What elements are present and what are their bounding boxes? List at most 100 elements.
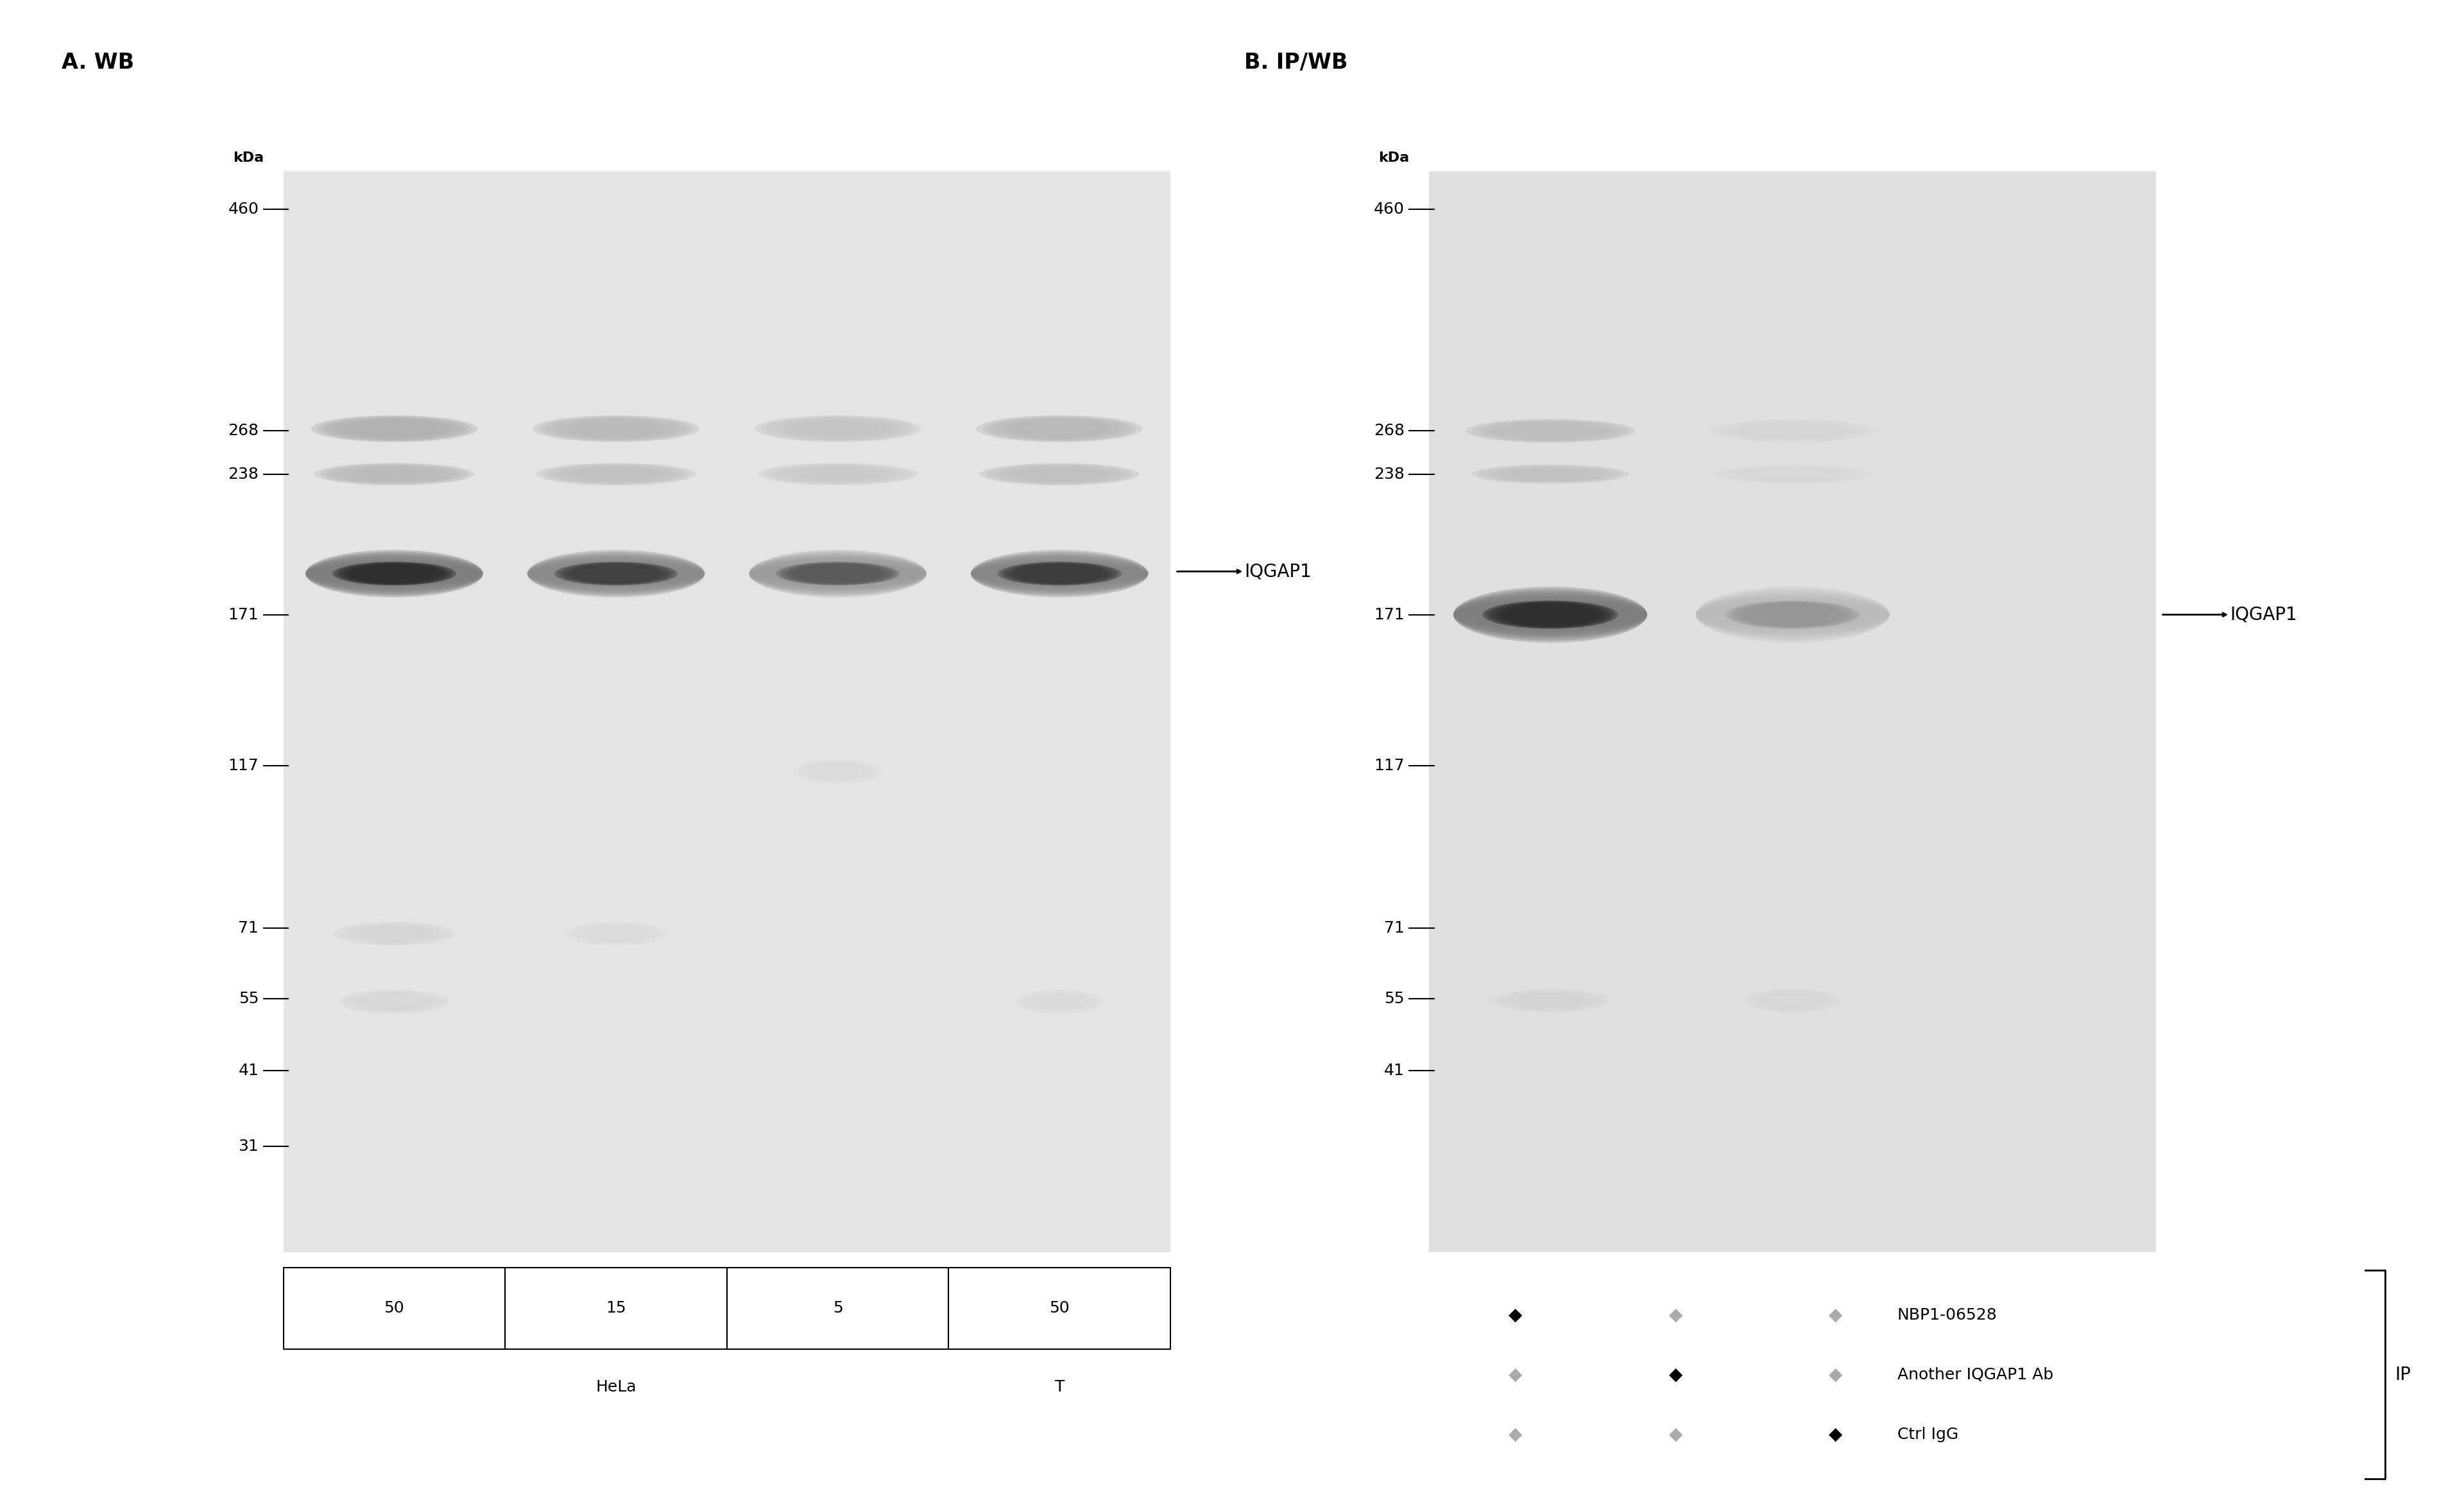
Ellipse shape bbox=[1454, 589, 1646, 641]
Ellipse shape bbox=[983, 416, 1136, 441]
Text: 41: 41 bbox=[239, 1063, 259, 1078]
Ellipse shape bbox=[333, 562, 456, 586]
Ellipse shape bbox=[1483, 601, 1619, 629]
Text: 460: 460 bbox=[229, 201, 259, 218]
Ellipse shape bbox=[345, 564, 444, 584]
Ellipse shape bbox=[971, 553, 1148, 593]
Ellipse shape bbox=[562, 562, 670, 584]
Ellipse shape bbox=[986, 464, 1133, 485]
Bar bbox=[283, 171, 1170, 1252]
Ellipse shape bbox=[1488, 601, 1611, 628]
Ellipse shape bbox=[749, 550, 926, 598]
Ellipse shape bbox=[1454, 586, 1646, 643]
Ellipse shape bbox=[749, 552, 926, 595]
Text: T: T bbox=[1055, 1379, 1064, 1394]
Ellipse shape bbox=[976, 416, 1143, 443]
Text: 268: 268 bbox=[229, 423, 259, 438]
Ellipse shape bbox=[537, 462, 695, 485]
Text: ◆: ◆ bbox=[1828, 1425, 1843, 1443]
Text: A. WB: A. WB bbox=[62, 52, 133, 73]
Text: Another IQGAP1 Ab: Another IQGAP1 Ab bbox=[1897, 1367, 2053, 1382]
Ellipse shape bbox=[754, 416, 922, 443]
Ellipse shape bbox=[1454, 593, 1646, 637]
Text: 71: 71 bbox=[1385, 920, 1404, 936]
Text: 5: 5 bbox=[833, 1300, 843, 1317]
Text: 50: 50 bbox=[1050, 1300, 1069, 1317]
Ellipse shape bbox=[320, 464, 468, 485]
Ellipse shape bbox=[306, 550, 483, 598]
Ellipse shape bbox=[1493, 602, 1607, 628]
Ellipse shape bbox=[781, 562, 894, 584]
Ellipse shape bbox=[971, 555, 1148, 592]
Ellipse shape bbox=[559, 562, 673, 584]
Ellipse shape bbox=[338, 562, 451, 584]
Bar bbox=[1429, 171, 2156, 1252]
Text: ◆: ◆ bbox=[1508, 1425, 1523, 1443]
Ellipse shape bbox=[1486, 601, 1616, 628]
Text: ◆: ◆ bbox=[1508, 1366, 1523, 1384]
Ellipse shape bbox=[971, 550, 1148, 598]
Ellipse shape bbox=[564, 564, 668, 584]
Ellipse shape bbox=[306, 552, 483, 595]
Text: 50: 50 bbox=[384, 1300, 404, 1317]
Ellipse shape bbox=[1000, 562, 1119, 584]
Ellipse shape bbox=[318, 416, 471, 441]
Ellipse shape bbox=[1008, 564, 1111, 584]
Text: IQGAP1: IQGAP1 bbox=[1244, 562, 1311, 580]
Text: 171: 171 bbox=[1375, 607, 1404, 622]
Text: 15: 15 bbox=[606, 1300, 626, 1317]
Text: 31: 31 bbox=[239, 1139, 259, 1154]
Ellipse shape bbox=[323, 417, 466, 441]
Ellipse shape bbox=[527, 553, 705, 593]
Text: 460: 460 bbox=[1375, 201, 1404, 218]
Ellipse shape bbox=[749, 552, 926, 595]
Text: ◆: ◆ bbox=[1828, 1366, 1843, 1384]
Ellipse shape bbox=[981, 462, 1138, 485]
Ellipse shape bbox=[540, 416, 692, 441]
Text: 171: 171 bbox=[229, 607, 259, 622]
Text: 117: 117 bbox=[229, 759, 259, 774]
Text: ◆: ◆ bbox=[1508, 1306, 1523, 1324]
Ellipse shape bbox=[1005, 562, 1114, 584]
Text: 55: 55 bbox=[239, 990, 259, 1006]
Text: IP: IP bbox=[2395, 1366, 2412, 1384]
Text: ◆: ◆ bbox=[1668, 1366, 1683, 1384]
Ellipse shape bbox=[306, 550, 483, 598]
Ellipse shape bbox=[306, 558, 483, 590]
Ellipse shape bbox=[749, 550, 926, 598]
Text: 238: 238 bbox=[1375, 467, 1404, 482]
Text: 238: 238 bbox=[229, 467, 259, 482]
Ellipse shape bbox=[971, 550, 1148, 598]
Ellipse shape bbox=[1454, 586, 1646, 643]
Text: ◆: ◆ bbox=[1668, 1306, 1683, 1324]
Text: 55: 55 bbox=[1385, 990, 1404, 1006]
Text: IQGAP1: IQGAP1 bbox=[2230, 605, 2296, 623]
Ellipse shape bbox=[776, 562, 899, 586]
Ellipse shape bbox=[325, 464, 463, 485]
Ellipse shape bbox=[306, 555, 483, 592]
Ellipse shape bbox=[527, 555, 705, 592]
Ellipse shape bbox=[971, 552, 1148, 595]
Ellipse shape bbox=[527, 550, 705, 598]
Ellipse shape bbox=[527, 553, 705, 593]
Ellipse shape bbox=[557, 562, 675, 584]
Ellipse shape bbox=[971, 552, 1148, 595]
Ellipse shape bbox=[1471, 465, 1629, 485]
Ellipse shape bbox=[779, 562, 897, 584]
Ellipse shape bbox=[335, 562, 453, 584]
Ellipse shape bbox=[306, 555, 483, 592]
Ellipse shape bbox=[542, 464, 690, 485]
Ellipse shape bbox=[340, 562, 448, 584]
Ellipse shape bbox=[759, 462, 917, 485]
Ellipse shape bbox=[306, 553, 483, 593]
Ellipse shape bbox=[1003, 562, 1116, 584]
Ellipse shape bbox=[749, 553, 926, 593]
Ellipse shape bbox=[342, 564, 446, 584]
Text: 71: 71 bbox=[239, 920, 259, 936]
Ellipse shape bbox=[749, 553, 926, 593]
Text: ◆: ◆ bbox=[1668, 1425, 1683, 1443]
Ellipse shape bbox=[315, 462, 473, 485]
Text: kDa: kDa bbox=[232, 152, 264, 164]
Ellipse shape bbox=[784, 562, 892, 584]
Ellipse shape bbox=[971, 555, 1148, 592]
